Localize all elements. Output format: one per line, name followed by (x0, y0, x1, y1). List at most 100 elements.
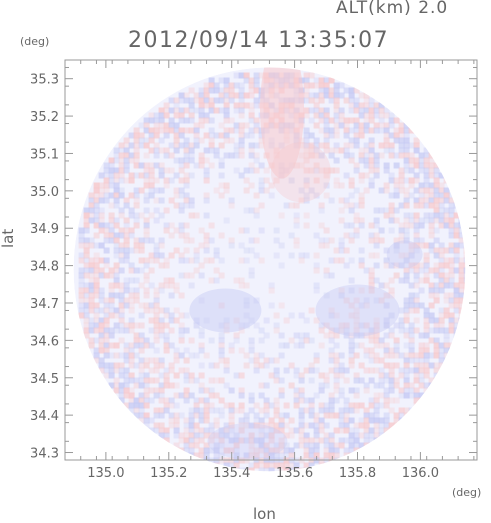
radar-cell (228, 152, 235, 159)
radar-cell (158, 112, 165, 119)
radar-cell (213, 97, 220, 104)
radar-cell (408, 192, 415, 199)
radar-cell (93, 182, 100, 189)
radar-cell (98, 317, 105, 324)
radar-cell (133, 202, 140, 209)
radar-cell (408, 167, 415, 174)
radar-cell (293, 462, 300, 469)
radar-cell (258, 137, 265, 144)
radar-cell (338, 197, 345, 204)
radar-cell (323, 432, 330, 439)
radar-cell (183, 117, 190, 124)
radar-cell (433, 317, 440, 324)
radar-cell (128, 267, 135, 274)
radar-cell (138, 132, 145, 139)
radar-cell (363, 97, 370, 104)
radar-cell (258, 422, 265, 429)
radar-cell (423, 317, 430, 324)
radar-cell (303, 127, 310, 134)
radar-cell (193, 107, 200, 114)
radar-cell (173, 317, 180, 324)
radar-cell (138, 172, 145, 179)
radar-cell (353, 322, 360, 329)
radar-cell (288, 432, 295, 439)
radar-cell (183, 432, 190, 439)
radar-cell (98, 357, 105, 364)
x-axis-label: lon (253, 505, 276, 523)
radar-cell (148, 367, 155, 374)
radar-cell (243, 312, 250, 319)
radar-cell (383, 182, 390, 189)
radar-cell (93, 217, 100, 224)
radar-cell (348, 232, 355, 239)
radar-cell (148, 317, 155, 324)
radar-cell (388, 407, 395, 414)
radar-cell (183, 392, 190, 399)
radar-cell (183, 162, 190, 169)
radar-cell (383, 422, 390, 429)
radar-cell (298, 432, 305, 439)
radar-cell (168, 417, 175, 424)
radar-cell (348, 152, 355, 159)
radar-cell (353, 437, 360, 444)
radar-cell (388, 152, 395, 159)
radar-cell (343, 427, 350, 434)
radar-cell (228, 137, 235, 144)
radar-cell (413, 282, 420, 289)
radar-cell (123, 257, 130, 264)
radar-cell (318, 422, 325, 429)
radar-cell (418, 347, 425, 354)
radar-cell (328, 347, 335, 354)
radar-cell (213, 267, 220, 274)
radar-cell (193, 122, 200, 129)
radar-cell (278, 462, 285, 469)
radar-cell (158, 387, 165, 394)
radar-cell (263, 467, 270, 472)
radar-cell (388, 347, 395, 354)
radar-cell (128, 142, 135, 149)
radar-cell (158, 322, 165, 329)
radar-cell (218, 157, 225, 164)
radar-cell (183, 192, 190, 199)
radar-cell (88, 242, 95, 249)
radar-cell (393, 177, 400, 184)
radar-cell (398, 122, 405, 129)
radar-cell (368, 282, 375, 289)
radar-cell (383, 332, 390, 339)
radar-cell (343, 262, 350, 269)
radar-cell (438, 192, 445, 199)
radar-cell (113, 362, 120, 369)
radar-cell (153, 152, 160, 159)
radar-cell (403, 387, 410, 394)
radar-cell (118, 312, 125, 319)
radar-cell (223, 137, 230, 144)
radar-cell (423, 342, 430, 349)
radar-cell (353, 372, 360, 379)
radar-cell (313, 177, 320, 184)
radar-cell (463, 267, 466, 274)
radar-cell (423, 202, 430, 209)
radar-cell (98, 187, 105, 194)
radar-disc (73, 67, 466, 472)
radar-cell (403, 127, 410, 134)
radar-cell (373, 297, 380, 304)
radar-cell (313, 417, 320, 424)
radar-cell (353, 107, 360, 114)
radar-cell (418, 237, 425, 244)
radar-cell (88, 262, 95, 269)
radar-cell (303, 252, 310, 259)
radar-cell (78, 272, 85, 279)
radar-cell (153, 187, 160, 194)
radar-cell (373, 357, 380, 364)
radar-cell (268, 437, 275, 444)
radar-cell (408, 282, 415, 289)
radar-cell (108, 367, 115, 374)
radar-cell (303, 462, 310, 469)
radar-cell (108, 217, 115, 224)
radar-cell (433, 212, 440, 219)
radar-cell (463, 272, 466, 279)
radar-cell (148, 267, 155, 274)
radar-cell (158, 307, 165, 314)
radar-cell (238, 132, 245, 139)
radar-cell (113, 202, 120, 209)
